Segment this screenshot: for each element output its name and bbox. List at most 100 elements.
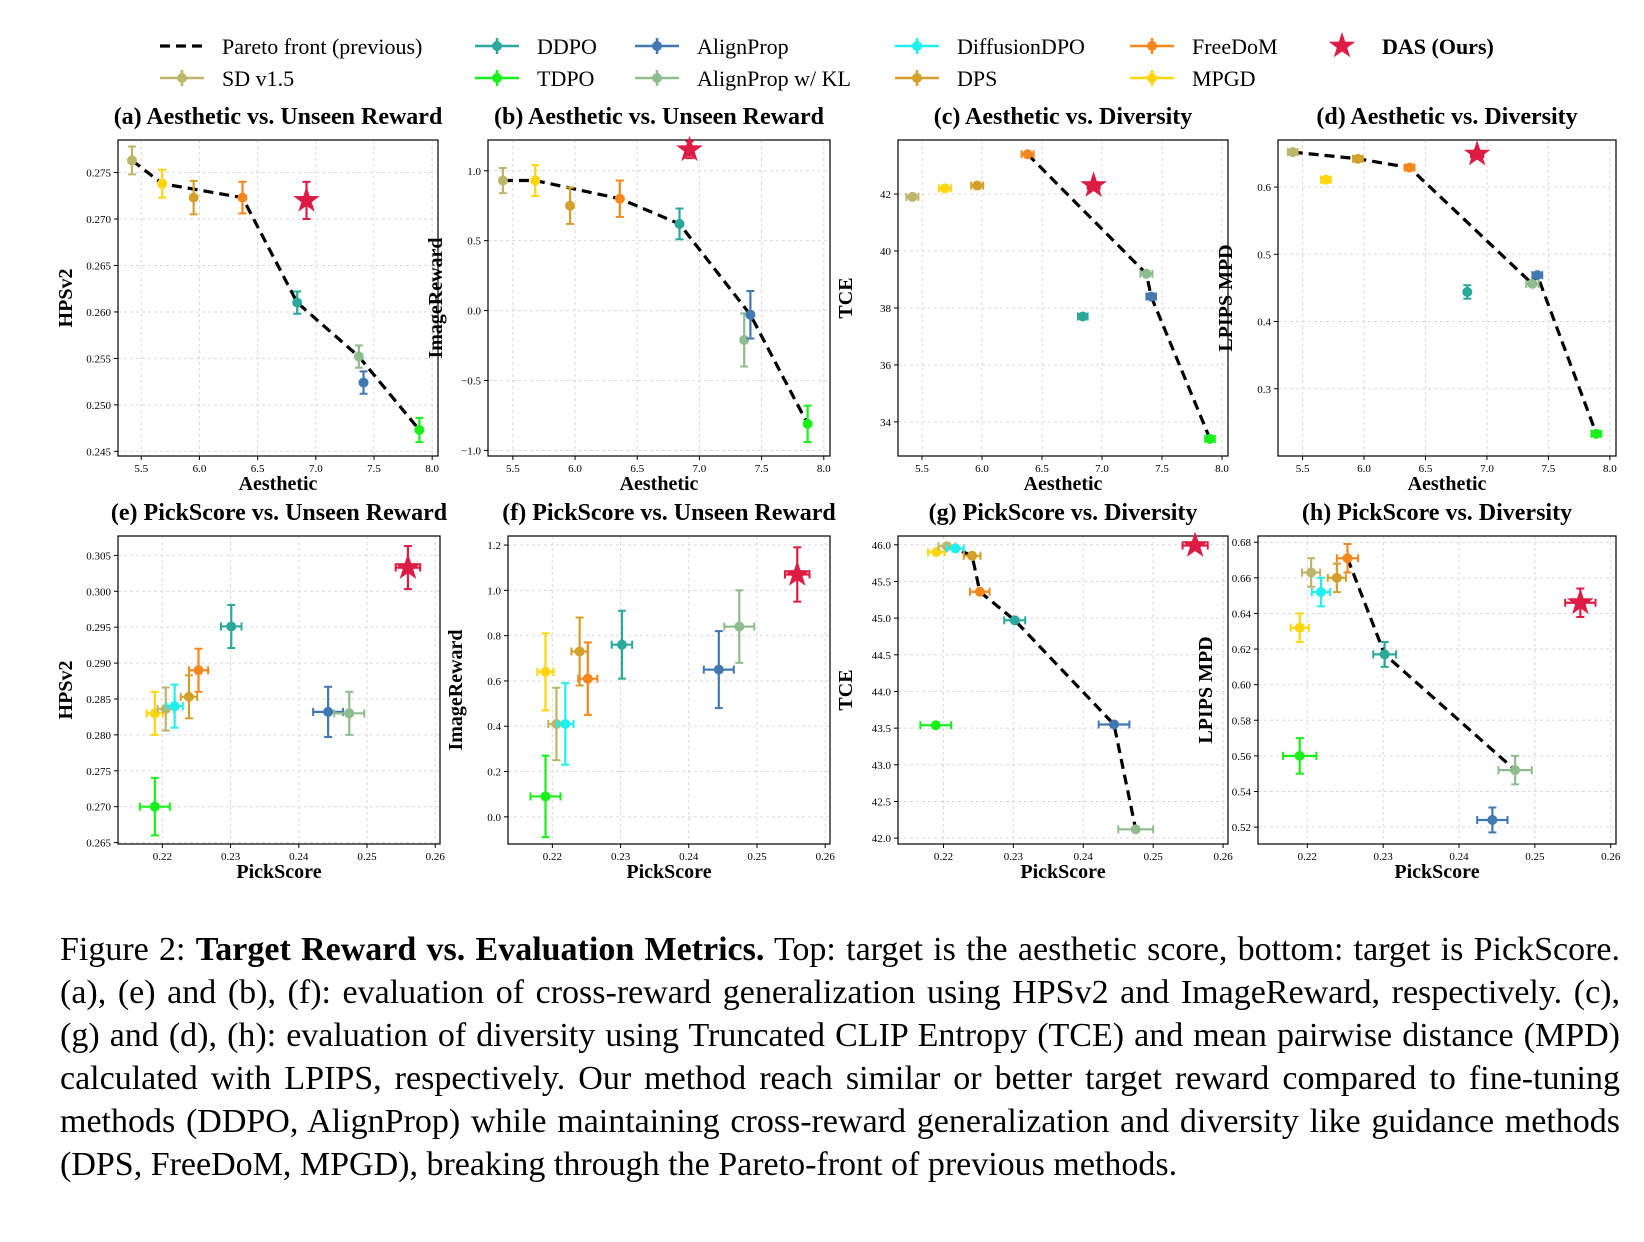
x-axis-label: Aesthetic (239, 473, 318, 495)
y-tick-label: 43.5 (872, 723, 892, 735)
x-tick-label: 0.24 (1074, 851, 1094, 863)
y-tick-label: 0.4 (1257, 317, 1271, 329)
y-tick-label: 44.5 (872, 650, 892, 662)
y-tick-label: −1.0 (461, 445, 481, 457)
chart-title: (f) PickScore vs. Unseen Reward (502, 500, 836, 526)
y-axis-label: HPSv2 (55, 661, 77, 720)
data-point-sd (497, 166, 508, 195)
legend-item-ddpo: DDPO (475, 34, 597, 59)
marker-tdpo (1294, 750, 1305, 761)
figure: Pareto front (previous) SD v1.5 DDPO TDPO Al… (55, 32, 1621, 883)
data-point-mpgd (1320, 174, 1332, 185)
data-point-mpgd (157, 168, 168, 199)
data-point-ddpo (610, 609, 634, 680)
marker-freedom (974, 586, 985, 597)
marker-mpgd (157, 178, 168, 189)
y-tick-label: 0.52 (1232, 822, 1251, 834)
y-tick-label: 42 (880, 189, 891, 201)
marker-sd (497, 175, 508, 186)
marker-tdpo (1591, 428, 1602, 439)
data-point-dps (570, 616, 589, 687)
x-tick-label: 0.25 (1525, 851, 1545, 863)
y-tick-label: 0.280 (86, 730, 111, 742)
pareto-front-line (1026, 153, 1212, 440)
marker-freedom (614, 193, 625, 204)
y-tick-label: 0.64 (1232, 608, 1252, 620)
data-point-tdpo (1204, 433, 1216, 444)
data-point-alignprop_kl (333, 690, 366, 736)
data-point-alignprop (1097, 719, 1131, 730)
marker-dps (1352, 153, 1363, 164)
y-tick-label: 0.265 (86, 838, 111, 850)
data-point-alignprop (1145, 291, 1157, 302)
marker-dps (574, 646, 585, 657)
plot-frame (117, 535, 441, 845)
x-axis-label: Aesthetic (1408, 473, 1487, 495)
x-tick-label: 5.5 (506, 463, 520, 475)
marker-mpgd (931, 547, 942, 558)
marker-freedom (193, 665, 204, 676)
y-axis-label: ImageReward (425, 237, 447, 358)
legend-item-freedom: FreeDoM (1130, 34, 1278, 59)
chart-panel-e: (e) PickScore vs. Unseen Reward 0.22 0.23 0… (55, 500, 448, 883)
data-point-alignprop_kl (353, 344, 364, 369)
y-tick-label: 34 (880, 417, 892, 429)
data-point-das (676, 135, 703, 162)
y-tick-label: 0.270 (86, 802, 111, 814)
y-tick-label: 0.260 (86, 307, 111, 319)
data-point-alignprop_kl (723, 589, 756, 664)
plot-frame (897, 535, 1229, 845)
data-point-ddpo (1003, 615, 1027, 626)
x-axis-label: PickScore (1020, 861, 1105, 883)
marker-alignprop_kl (1130, 824, 1141, 835)
data-point-alignprop_kl (1525, 278, 1540, 289)
legend-label: DPS (957, 66, 997, 91)
legend-marker-alignprop_kl (652, 73, 662, 83)
data-point-mpgd (927, 547, 946, 558)
data-point-dps (1351, 153, 1364, 164)
marker-tdpo (930, 720, 941, 731)
marker-das (676, 135, 703, 162)
data-point-ddpo (674, 207, 685, 241)
x-tick-label: 0.24 (1449, 851, 1469, 863)
marker-dps (1331, 572, 1342, 583)
x-tick-label: 6.0 (1357, 463, 1371, 475)
x-tick-label: 0.23 (1374, 851, 1394, 863)
legend-marker-mpgd (1147, 73, 1157, 83)
marker-alignprop_kl (1141, 268, 1152, 279)
marker-das (394, 553, 422, 579)
x-tick-label: 0.25 (357, 851, 377, 863)
marker-tdpo (1205, 433, 1215, 444)
plot-frame (1277, 139, 1617, 457)
x-tick-label: 7.0 (1095, 463, 1109, 475)
data-point-dps (179, 674, 199, 720)
x-tick-label: 0.22 (153, 851, 172, 863)
marker-tdpo (149, 801, 160, 812)
legend-item-pareto: Pareto front (previous) (160, 34, 422, 59)
plot-frame (117, 139, 439, 457)
x-tick-label: 8.0 (817, 463, 831, 475)
data-point-sd (1300, 557, 1322, 588)
x-axis-label: PickScore (236, 861, 321, 883)
plot-frame (487, 139, 831, 457)
x-tick-label: 0.23 (221, 851, 241, 863)
marker-alignprop (713, 664, 724, 675)
y-tick-label: 42.5 (872, 796, 892, 808)
data-point-freedom (614, 179, 625, 218)
marker-das (1080, 171, 1107, 197)
data-point-alignprop (702, 630, 735, 710)
y-tick-label: 0.66 (1232, 573, 1252, 585)
legend-label: DDPO (537, 34, 597, 59)
y-axis-label: LPIPS MPD (1215, 244, 1237, 351)
chart-title: (e) PickScore vs. Unseen Reward (111, 500, 448, 526)
marker-mpgd (1320, 174, 1331, 185)
y-axis-label: HPSv2 (55, 269, 77, 328)
y-tick-label: 0.255 (86, 353, 111, 365)
data-point-ddpo (1077, 311, 1089, 322)
marker-mpgd (540, 666, 551, 677)
y-tick-label: 0.295 (86, 622, 111, 634)
y-tick-label: 0.5 (1257, 249, 1271, 261)
x-tick-label: 7.0 (693, 463, 707, 475)
legend-label: DiffusionDPO (957, 34, 1085, 59)
marker-alignprop (358, 377, 369, 388)
